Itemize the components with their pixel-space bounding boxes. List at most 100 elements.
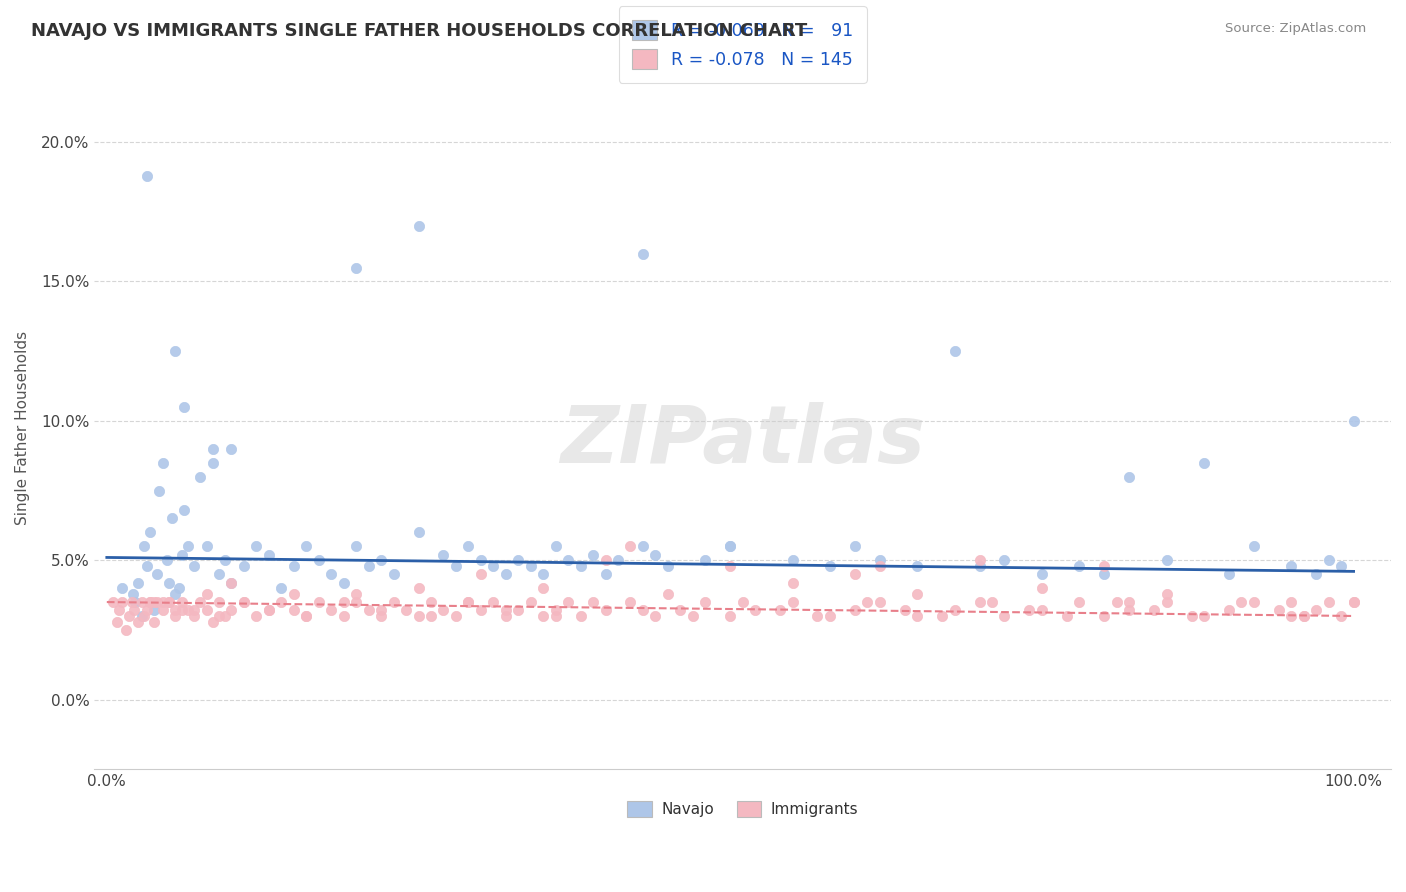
Point (131, 609, 153, 624)
Point (557, 553, 579, 567)
Point (173, 503, 195, 517)
Point (1118, 595, 1140, 609)
Point (1118, 603, 1140, 617)
Point (127, 575, 149, 590)
Point (344, 539, 367, 553)
Point (170, 548, 193, 562)
Point (188, 469, 211, 483)
Point (152, 456, 174, 470)
Point (1218, 603, 1240, 617)
Point (1180, 609, 1202, 624)
Point (114, 623, 136, 637)
Point (769, 603, 792, 617)
Point (131, 595, 153, 609)
Point (718, 539, 741, 553)
Point (1192, 456, 1215, 470)
Point (457, 595, 479, 609)
Point (332, 575, 354, 590)
Point (257, 548, 280, 562)
Point (245, 539, 267, 553)
Point (1092, 567, 1115, 582)
Point (695, 553, 717, 567)
Point (1343, 414, 1365, 428)
Point (283, 558, 305, 573)
Point (201, 615, 224, 629)
Point (135, 558, 157, 573)
Point (1192, 609, 1215, 624)
Point (177, 603, 200, 617)
Point (1031, 603, 1053, 617)
Point (1330, 558, 1353, 573)
Point (582, 548, 605, 562)
Point (582, 595, 605, 609)
Point (143, 603, 166, 617)
Point (233, 595, 256, 609)
Point (283, 603, 305, 617)
Point (482, 595, 505, 609)
Point (121, 595, 143, 609)
Point (139, 525, 162, 540)
Point (221, 603, 243, 617)
Point (111, 595, 134, 609)
Point (682, 609, 704, 624)
Point (1343, 595, 1365, 609)
Point (818, 558, 841, 573)
Y-axis label: Single Father Households: Single Father Households (15, 331, 30, 524)
Text: Source: ZipAtlas.com: Source: ZipAtlas.com (1226, 22, 1367, 36)
Point (221, 575, 243, 590)
Point (382, 567, 405, 582)
Point (457, 539, 479, 553)
Point (170, 603, 193, 617)
Point (782, 595, 804, 609)
Point (382, 595, 405, 609)
Point (544, 609, 567, 624)
Point (432, 548, 454, 562)
Point (969, 558, 991, 573)
Point (321, 567, 343, 582)
Point (295, 609, 318, 624)
Point (139, 595, 162, 609)
Point (782, 575, 804, 590)
Point (695, 595, 717, 609)
Point (569, 558, 592, 573)
Point (214, 609, 236, 624)
Point (195, 603, 218, 617)
Point (214, 553, 236, 567)
Point (905, 609, 928, 624)
Point (370, 603, 392, 617)
Point (856, 595, 879, 609)
Point (470, 553, 492, 567)
Point (869, 558, 891, 573)
Point (257, 603, 280, 617)
Point (1156, 587, 1178, 601)
Point (1118, 469, 1140, 483)
Point (1305, 567, 1327, 582)
Point (1018, 603, 1040, 617)
Point (806, 609, 828, 624)
Point (183, 609, 205, 624)
Point (145, 567, 167, 582)
Point (844, 603, 866, 617)
Point (1343, 595, 1365, 609)
Point (201, 442, 224, 456)
Point (1069, 595, 1091, 609)
Text: ZIPatlas: ZIPatlas (560, 402, 925, 481)
Point (1279, 609, 1302, 624)
Point (165, 603, 187, 617)
Point (157, 595, 180, 609)
Point (332, 595, 354, 609)
Point (1069, 558, 1091, 573)
Point (208, 567, 231, 582)
Point (905, 587, 928, 601)
Point (344, 260, 367, 275)
Point (157, 575, 180, 590)
Point (495, 609, 517, 624)
Point (731, 595, 754, 609)
Point (482, 558, 505, 573)
Point (1279, 558, 1302, 573)
Point (1092, 609, 1115, 624)
Point (457, 595, 479, 609)
Point (167, 581, 190, 595)
Point (893, 603, 915, 617)
Point (1230, 595, 1253, 609)
